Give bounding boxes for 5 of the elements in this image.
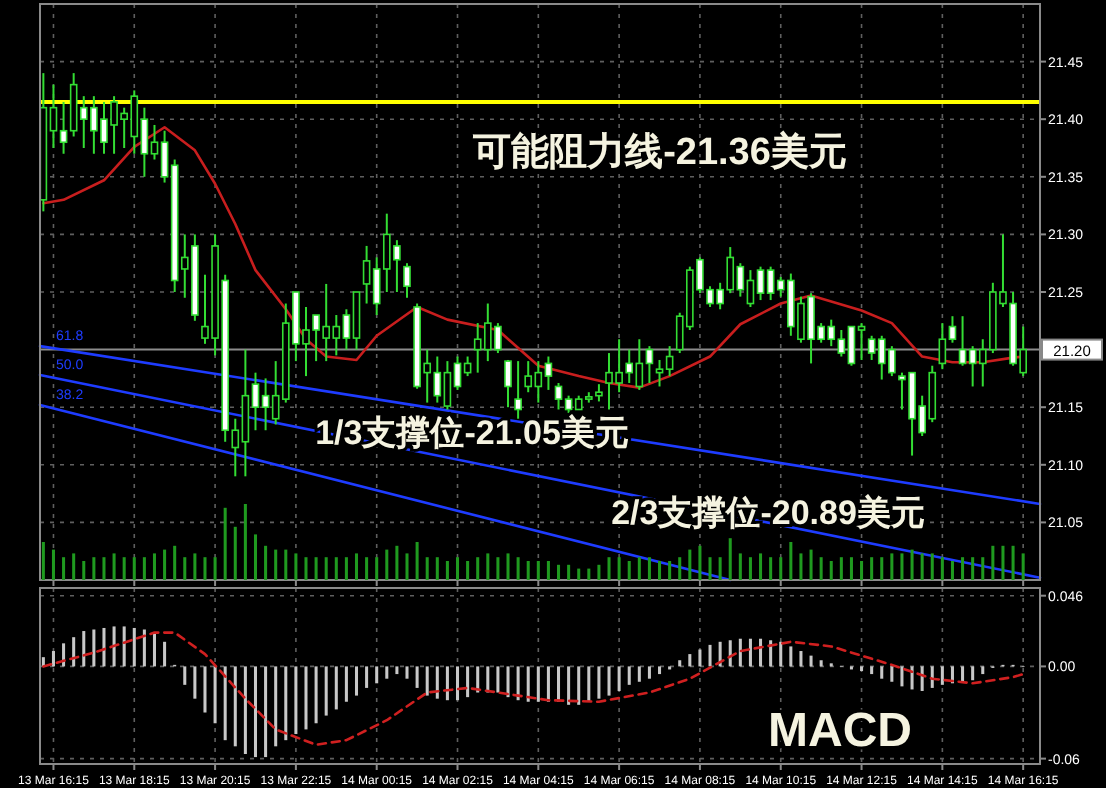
candlestick: [403, 262, 411, 299]
candlestick: [514, 360, 522, 420]
annotation: MACD: [768, 704, 912, 758]
annotation: 可能阻力线-21.36美元: [471, 130, 847, 174]
candlestick: [504, 358, 512, 409]
